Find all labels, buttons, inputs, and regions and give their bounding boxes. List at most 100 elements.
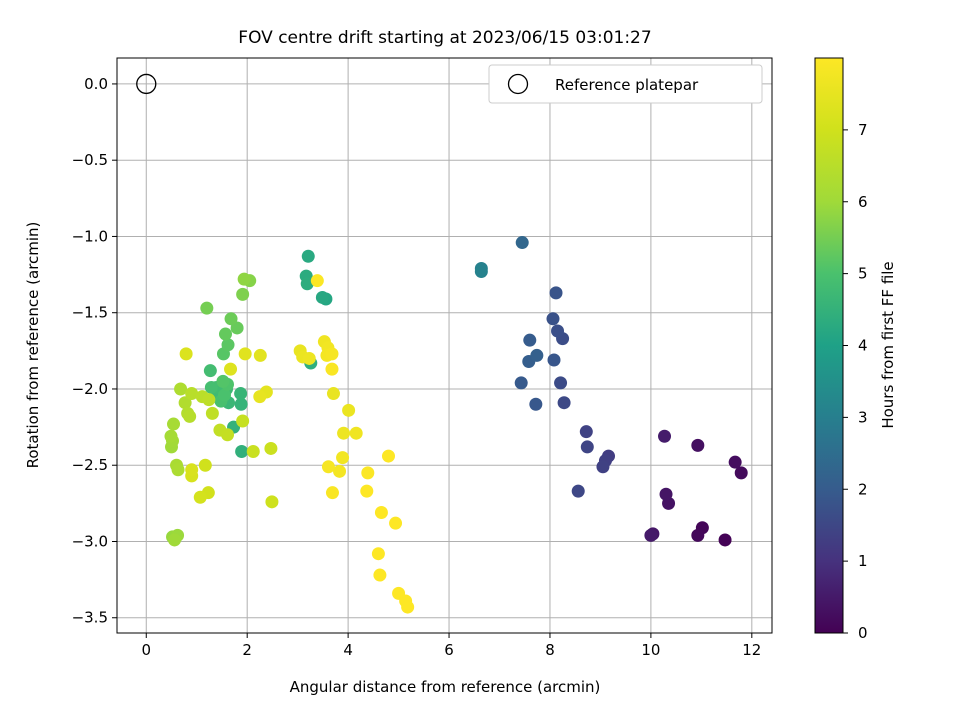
colorbar-gradient: [814, 57, 844, 634]
data-point: [217, 388, 231, 402]
data-point: [360, 484, 374, 498]
y-tick-label: −1.0: [72, 227, 108, 245]
data-point: [168, 533, 182, 547]
data-point: [315, 290, 329, 304]
data-point: [474, 265, 488, 279]
y-axis-label: Rotation from reference (arcmin): [24, 222, 42, 469]
data-point: [185, 463, 199, 477]
data-point: [224, 312, 238, 326]
data-point: [234, 397, 248, 411]
data-point: [349, 426, 363, 440]
x-tick-label: 6: [444, 641, 454, 659]
data-point: [230, 321, 244, 335]
y-axis-ticks: 0.0 −0.5 −1.0 −1.5 −2.0 −2.5 −3.0 −3.5: [72, 75, 117, 627]
data-point: [325, 362, 339, 376]
colorbar-label: Hours from first FF file: [879, 261, 897, 428]
data-point: [596, 460, 610, 474]
data-point: [216, 374, 230, 388]
data-point: [659, 487, 673, 501]
data-point: [200, 301, 214, 315]
x-tick-label: 8: [545, 641, 555, 659]
data-point: [373, 568, 387, 582]
data-point: [167, 417, 181, 431]
y-tick-label: −0.5: [72, 151, 108, 169]
colorbar-ticks: 0 1 2 3 4 5 6 7: [843, 121, 868, 642]
data-point: [333, 464, 347, 478]
colorbar-tick-label: 4: [858, 337, 868, 355]
y-tick-label: −1.5: [72, 304, 108, 322]
data-point: [174, 382, 188, 396]
data-point: [728, 455, 742, 469]
data-point: [265, 495, 279, 509]
y-tick-label: 0.0: [84, 75, 108, 93]
data-point: [401, 600, 415, 614]
colorbar-tick-label: 7: [858, 121, 868, 139]
y-tick-label: −2.5: [72, 456, 108, 474]
reference-point: [136, 73, 157, 95]
colorbar-tick-label: 3: [858, 408, 868, 426]
x-tick-label: 4: [343, 641, 353, 659]
colorbar: 0 1 2 3 4 5 6 7 Hours from first FF file: [814, 57, 897, 642]
data-point: [523, 333, 537, 347]
data-point: [718, 533, 732, 547]
data-point: [236, 414, 250, 428]
reference-marker: [136, 73, 157, 95]
data-point: [337, 426, 351, 440]
data-point: [580, 440, 594, 454]
x-tick-label: 2: [242, 641, 252, 659]
x-tick-label: 0: [141, 641, 151, 659]
data-point: [554, 376, 568, 390]
data-point: [253, 348, 267, 362]
x-axis-ticks: 0 2 4 6 8 10 12: [141, 633, 761, 659]
legend-box: [488, 64, 763, 104]
data-point: [253, 390, 267, 404]
legend-marker: [507, 73, 529, 95]
data-point: [236, 287, 250, 301]
data-point: [264, 441, 278, 455]
y-tick-label: −3.5: [72, 609, 108, 627]
data-point: [204, 380, 218, 394]
data-point: [326, 387, 340, 401]
plot-frame: [116, 57, 773, 634]
legend-label: Reference platepar: [555, 76, 699, 94]
data-point: [193, 490, 207, 504]
data-point: [361, 466, 375, 480]
data-point: [178, 396, 192, 410]
colorbar-tick-label: 6: [858, 193, 868, 211]
data-point: [530, 348, 544, 362]
y-tick-label: −3.0: [72, 532, 108, 550]
data-point: [246, 445, 260, 459]
data-point: [183, 409, 197, 423]
data-point: [381, 449, 395, 463]
data-point: [221, 428, 235, 442]
data-point: [238, 347, 252, 361]
data-point: [691, 528, 705, 542]
colorbar-tick-label: 2: [858, 480, 868, 498]
data-point: [371, 547, 385, 561]
y-tick-label: −2.0: [72, 380, 108, 398]
data-point: [302, 351, 316, 365]
data-point: [325, 486, 339, 500]
data-point: [301, 249, 315, 263]
data-point: [171, 463, 185, 477]
data-point: [342, 403, 356, 417]
data-point: [389, 516, 403, 530]
data-point: [547, 353, 561, 367]
data-point: [203, 364, 217, 378]
colorbar-tick-label: 5: [858, 265, 868, 283]
data-point: [734, 466, 748, 480]
data-point: [546, 312, 560, 326]
data-point: [515, 236, 529, 250]
plot-area: [117, 58, 772, 633]
data-point: [374, 506, 388, 520]
colorbar-tick-label: 1: [858, 552, 868, 570]
data-points: [164, 236, 748, 614]
data-point: [179, 347, 193, 361]
data-point: [234, 387, 248, 401]
data-point: [691, 438, 705, 452]
data-point: [300, 277, 314, 291]
data-point: [551, 324, 565, 338]
data-point: [224, 362, 238, 376]
data-point: [202, 393, 216, 407]
